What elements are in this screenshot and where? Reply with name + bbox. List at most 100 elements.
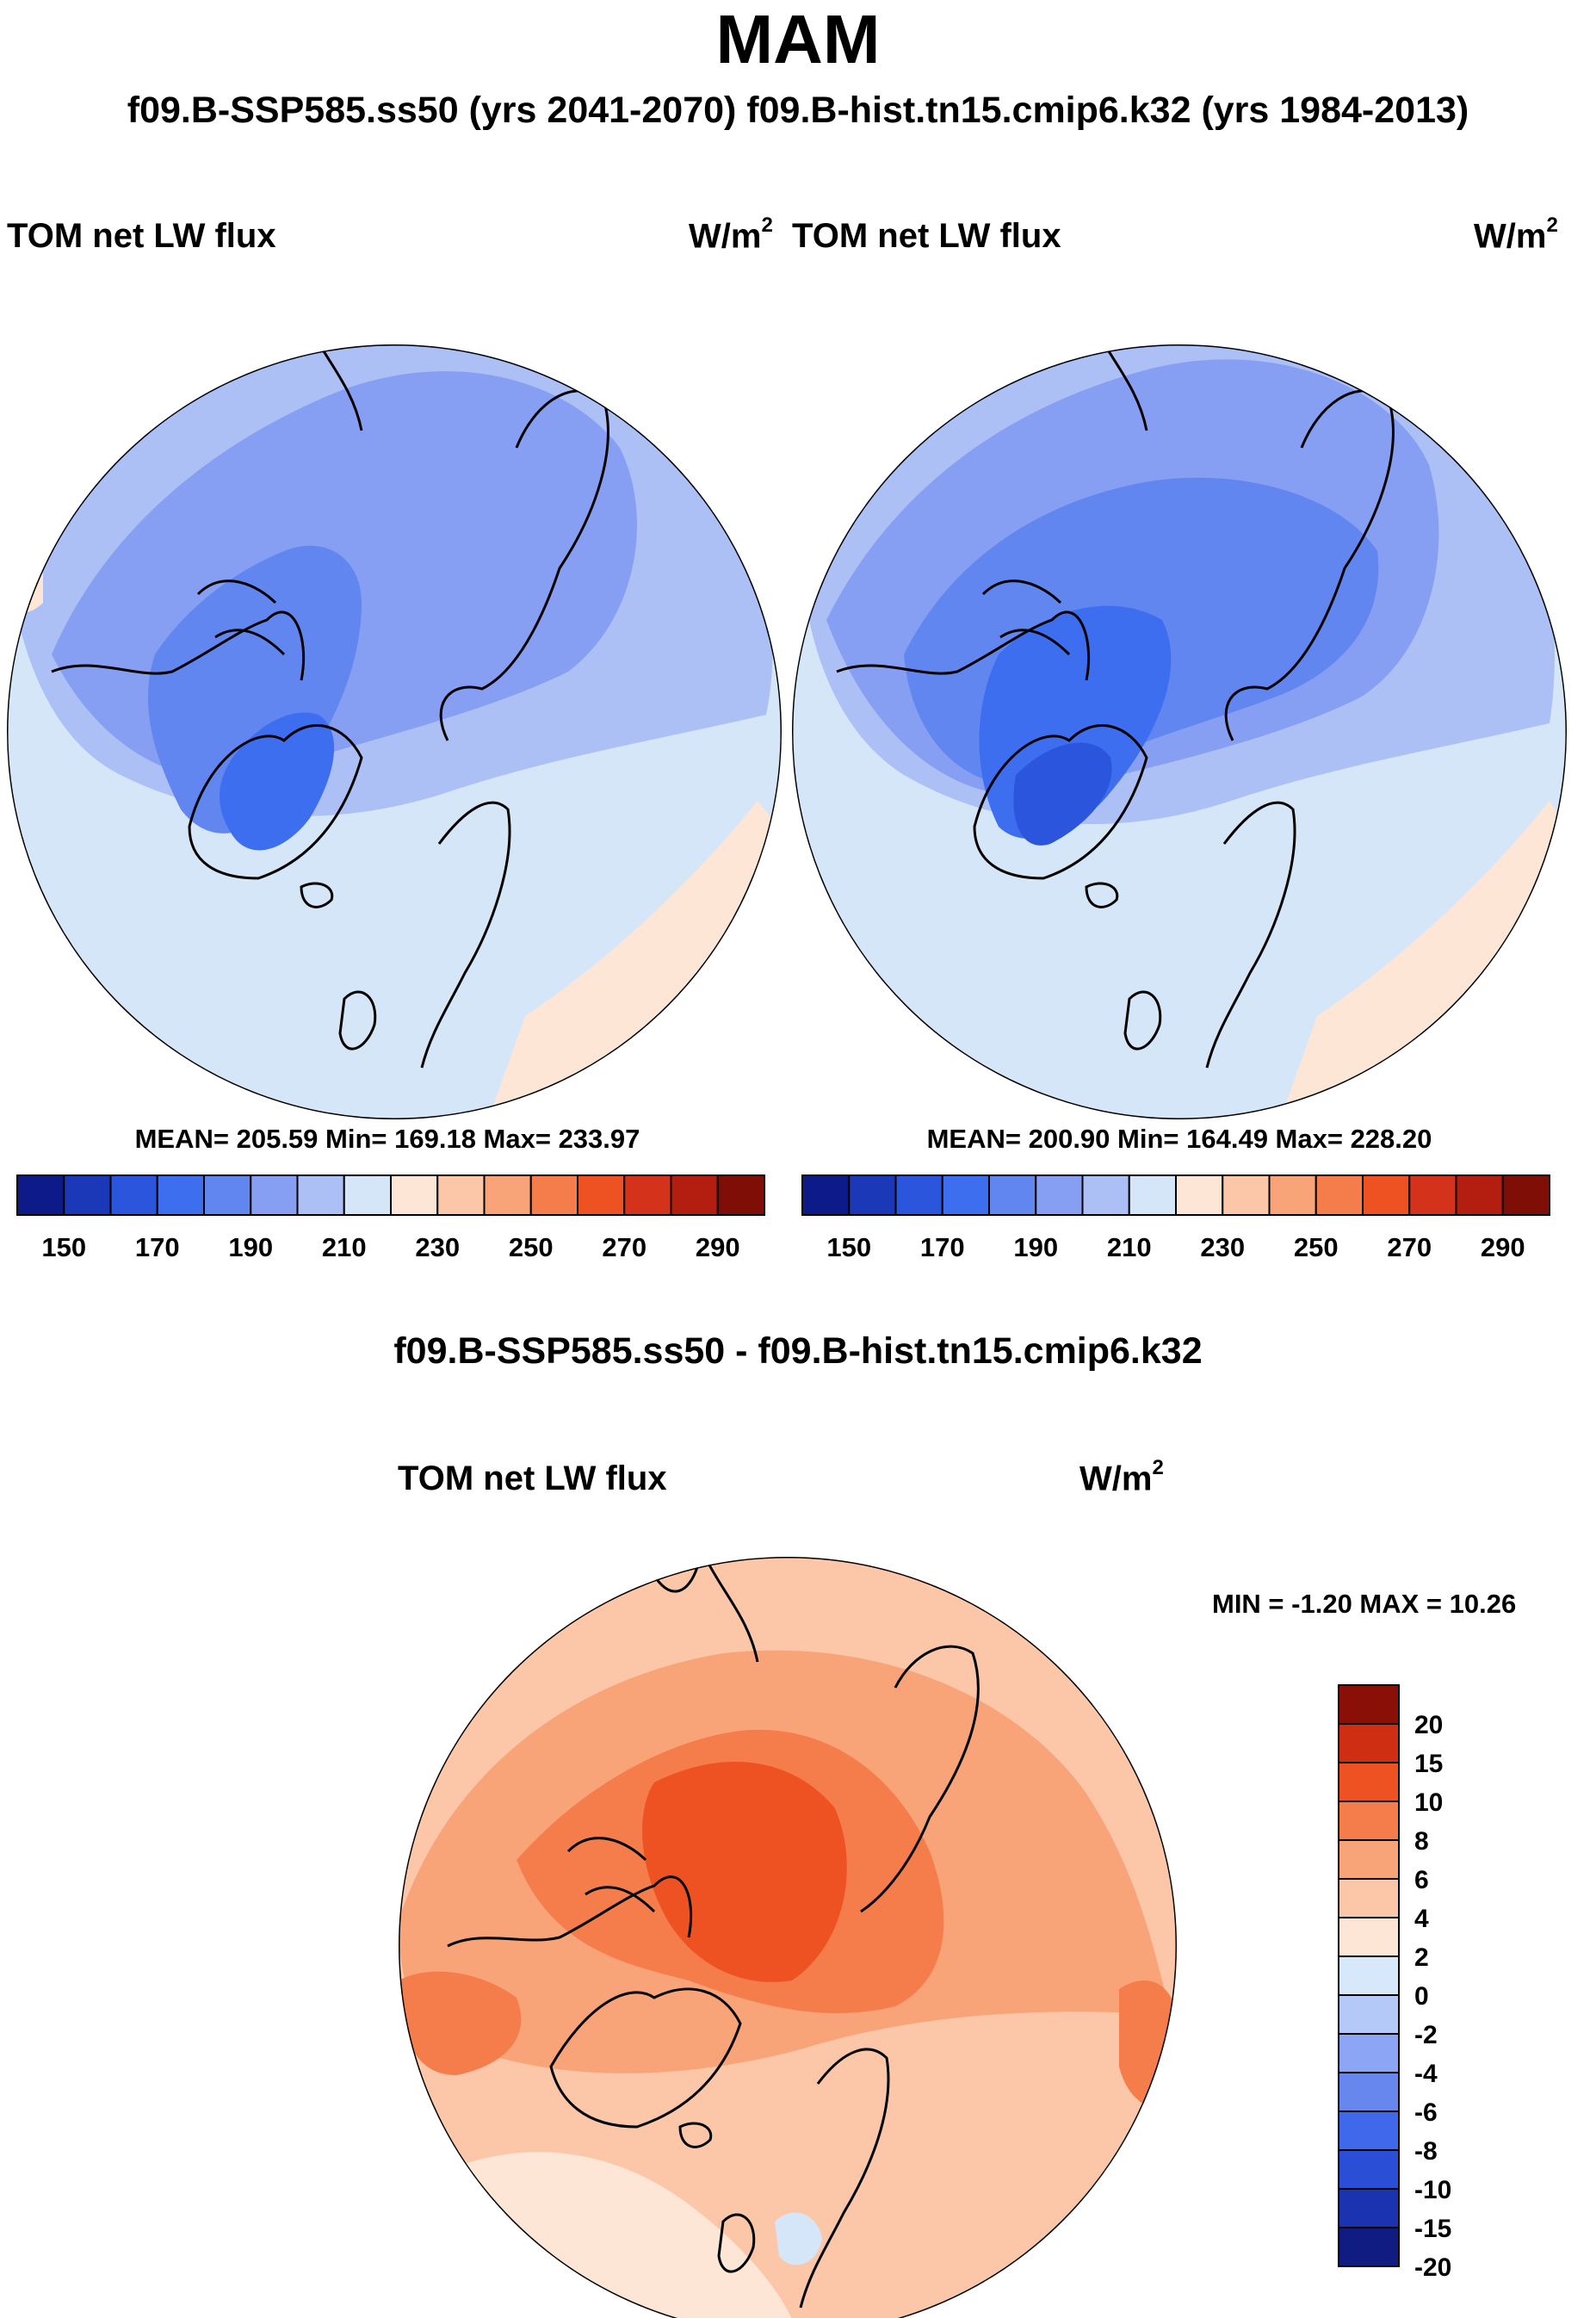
diff-panel-stats: MIN = -1.20 MAX = 10.26: [1212, 1589, 1517, 1619]
colorbar-right-swatch-13: [1408, 1174, 1457, 1216]
map-diff-canada: [447, 1875, 693, 1948]
colorbar-diff-tick-label: 4: [1414, 1905, 1429, 1933]
map-left-greenland: [188, 724, 363, 880]
colorbar-right-swatch-11: [1315, 1174, 1364, 1216]
left-panel-units: W/m2: [689, 214, 773, 256]
colorbar-diff-swatch-11: [1338, 2110, 1400, 2151]
colorbar-right-swatch-10: [1268, 1174, 1317, 1216]
map-right-scandinavia: [1205, 801, 1296, 1069]
colorbar-diff-tick-label: 6: [1414, 1866, 1429, 1894]
figure-subtitle: f09.B-SSP585.ss50 (yrs 2041-2070) f09.B-…: [127, 90, 1469, 131]
colorbar-right-tick-label: 290: [1481, 1232, 1525, 1262]
colorbar-right: 150 170 190 210 230 250 270 290: [801, 1174, 1550, 1262]
colorbar-right-tick-label: 270: [1387, 1232, 1432, 1262]
colorbar-left-swatch-4: [203, 1174, 252, 1216]
colorbar-diff-tick-label: -20: [1414, 2253, 1451, 2282]
colorbar-left-swatch-1: [63, 1174, 112, 1216]
colorbar-right-tick-label: 170: [920, 1232, 965, 1262]
map-right-britain: [1123, 990, 1162, 1051]
colorbar-diff-swatch-14: [1338, 2227, 1400, 2267]
colorbar-left-swatch-2: [109, 1174, 158, 1216]
colorbar-right-swatch-9: [1222, 1174, 1271, 1216]
colorbar-left-tick-label: 230: [415, 1232, 460, 1262]
colorbar-left-swatch-7: [343, 1174, 392, 1216]
colorbar-right-swatch-12: [1362, 1174, 1411, 1216]
map-diff-band-neg2-0: [775, 2212, 822, 2265]
colorbar-diff-tick-label: 0: [1414, 1982, 1429, 2011]
map-right-band-160-170: [1013, 742, 1112, 846]
map-left-archipelago: [196, 580, 286, 656]
colorbar-right-tick-label: 190: [1013, 1232, 1058, 1262]
colorbar-diff-swatch-8: [1338, 1994, 1400, 2035]
colorbar-right-tick-label: 250: [1294, 1232, 1339, 1262]
colorbar-diff-tick-label: -6: [1414, 2098, 1438, 2127]
colorbar-right-swatch-5: [1035, 1174, 1084, 1216]
colorbar-diff-swatch-3: [1338, 1800, 1400, 1841]
colorbar-diff-swatch-4: [1338, 1839, 1400, 1880]
colorbar-right-tick-label: 210: [1107, 1232, 1152, 1262]
colorbar-right-swatch-1: [848, 1174, 897, 1216]
map-diff-iceland: [678, 2122, 713, 2148]
colorbar-diff-tick-label: 10: [1414, 1788, 1443, 1817]
map-diff: [399, 1557, 1177, 2318]
colorbar-left-tick-label: 210: [322, 1232, 367, 1262]
colorbar-left-tick-label: 170: [135, 1232, 180, 1262]
colorbar-left-swatch-13: [623, 1174, 672, 1216]
colorbar-diff-tick-label: 15: [1414, 1750, 1443, 1778]
map-left-band-170-180: [220, 712, 335, 851]
colorbar-left-tick-label: 250: [509, 1232, 554, 1262]
map-diff-archipelago: [566, 1837, 656, 1913]
colorbar-diff-swatch-13: [1338, 2188, 1400, 2228]
map-left: [7, 344, 782, 1119]
map-right-greenland: [973, 724, 1148, 880]
colorbar-right-swatch-7: [1128, 1174, 1177, 1216]
colorbar-right-swatch-3: [941, 1174, 990, 1216]
colorbar-diff-swatch-7: [1338, 1955, 1400, 1996]
colorbar-diff-tick-label: 2: [1414, 1943, 1429, 1972]
map-right-siberia: [1224, 389, 1395, 741]
colorbar-diff-tick-label: -2: [1414, 2021, 1438, 2049]
colorbar-right-swatch-14: [1455, 1174, 1504, 1216]
map-left-britain: [338, 990, 377, 1051]
colorbar-left-swatch-15: [716, 1174, 765, 1216]
colorbar-left-swatch-9: [436, 1174, 486, 1216]
colorbar-right-swatch-2: [894, 1174, 943, 1216]
map-right-coastlines: [836, 344, 1395, 1069]
colorbar-right-tick-label: 230: [1200, 1232, 1245, 1262]
map-left-band-180-190: [147, 545, 362, 834]
colorbar-diff-swatch-6: [1338, 1917, 1400, 1957]
colorbar-diff-tick-label: -8: [1414, 2137, 1438, 2166]
map-diff-band-8-10: [642, 1762, 847, 1982]
colorbar-left-tick-label: 150: [41, 1232, 86, 1262]
map-right-canada: [836, 610, 1091, 681]
colorbar-right-swatch-0: [801, 1174, 851, 1216]
map-diff-britain: [717, 2213, 756, 2273]
map-left-coastlines: [51, 344, 609, 1069]
map-diff-alaska: [653, 1558, 759, 1663]
colorbar-left-swatch-3: [156, 1174, 205, 1216]
map-left-iceland: [300, 882, 334, 908]
colorbar-left-swatch-0: [16, 1174, 65, 1216]
colorbar-left-tick-label: 270: [602, 1232, 646, 1262]
right-panel-units: W/m2: [1474, 214, 1558, 256]
colorbar-left-swatch-11: [529, 1174, 578, 1216]
colorbar-diff-swatch-1: [1338, 1723, 1400, 1763]
map-diff-coastlines: [447, 1558, 980, 2309]
diff-panel-units: W/m2: [1079, 1456, 1164, 1498]
colorbar-left-swatch-5: [250, 1174, 299, 1216]
map-left-siberia: [439, 389, 609, 741]
colorbar-right-tick-label: 150: [826, 1232, 871, 1262]
diff-panel-variable: TOM net LW flux: [398, 1460, 667, 1497]
colorbar-left-swatch-14: [670, 1174, 719, 1216]
colorbar-diff-tick-label: -10: [1414, 2176, 1451, 2204]
map-left-band-220-230-w: [7, 538, 43, 613]
map-diff-band-6-8-w: [399, 1971, 522, 2075]
colorbar-left-tick-label: 290: [696, 1232, 740, 1262]
colorbar-diff-swatch-9: [1338, 2033, 1400, 2073]
figure-title: MAM: [715, 1, 881, 77]
map-right-archipelago: [981, 580, 1071, 656]
right-panel-variable: TOM net LW flux: [792, 217, 1061, 255]
colorbar-left-swatch-12: [577, 1174, 626, 1216]
colorbar-diff-swatch-0: [1338, 1684, 1400, 1725]
